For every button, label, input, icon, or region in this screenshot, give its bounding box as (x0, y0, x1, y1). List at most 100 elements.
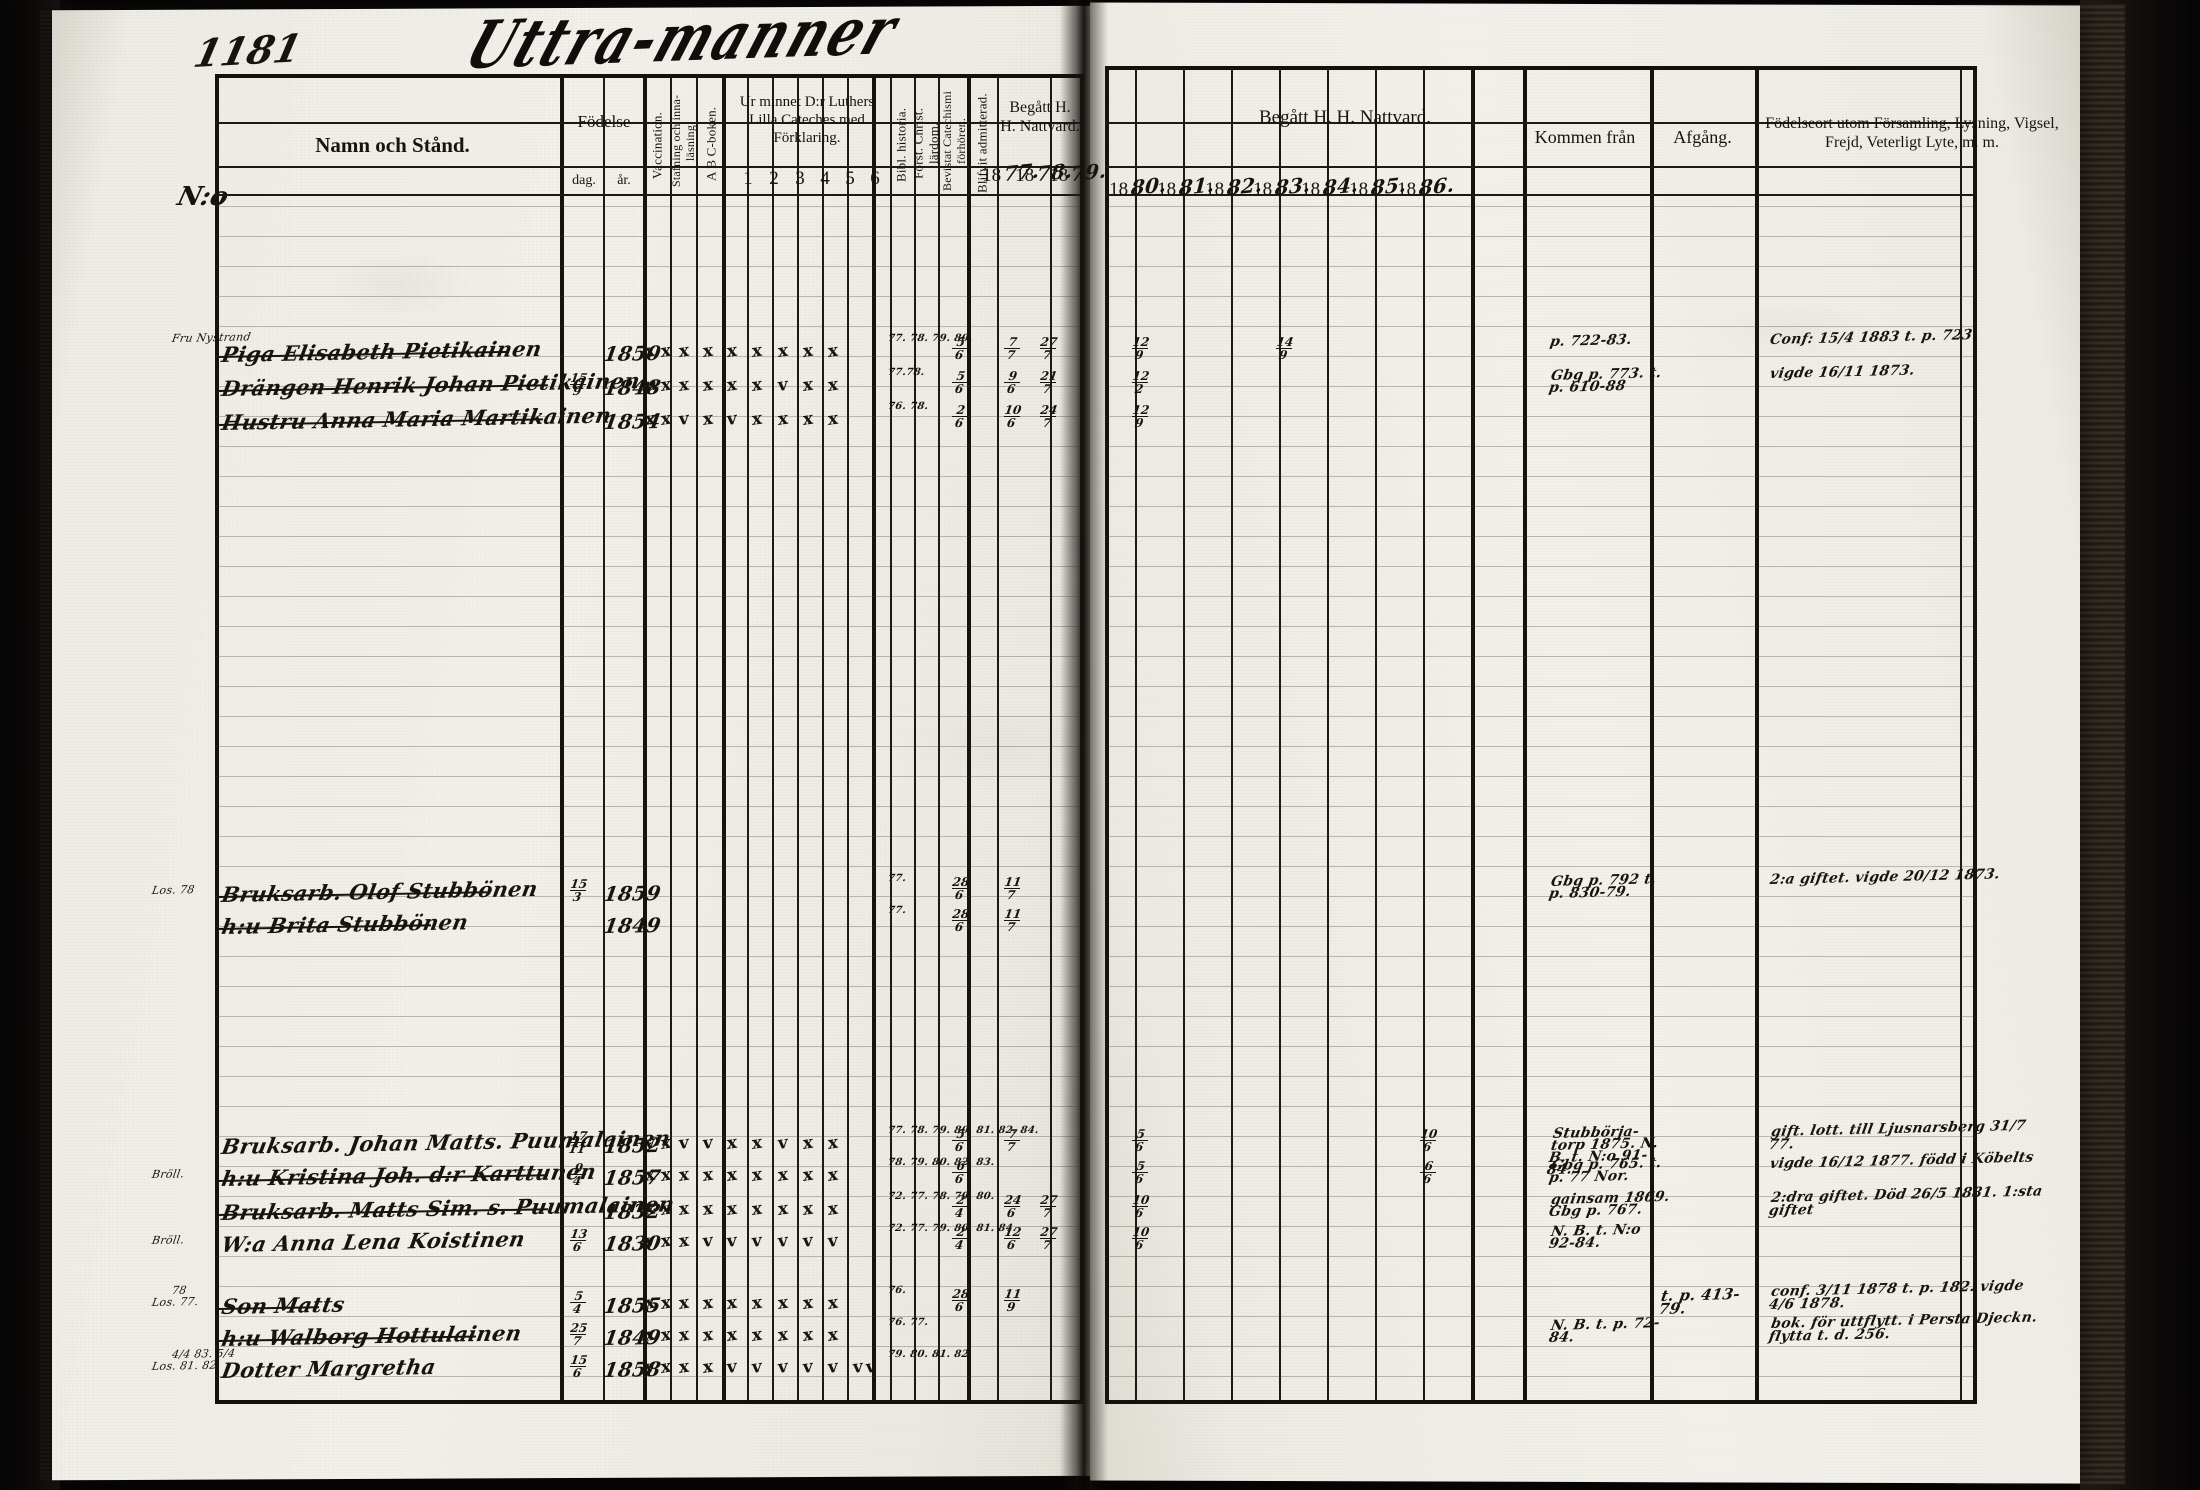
column-rule (914, 74, 916, 1404)
entry-moved-from-row-4: Gbg p. 792 t. p. 830-79. (1547, 871, 1658, 903)
header-year-1880: 18 80. (1109, 172, 1168, 201)
header-year-1886: 18 86. (1397, 172, 1456, 201)
entry-mark-row-1-8: x (827, 340, 839, 363)
entry-bible-history-row-12: 79. 80. 81. 82. (887, 1349, 974, 1360)
row-rule (215, 1226, 1080, 1227)
row-rule (1105, 746, 1975, 747)
entry-mark-row-6-1: x (660, 1132, 672, 1155)
entry-mark-row-1-0: x (644, 340, 656, 363)
entry-mark-row-11-6: x (777, 1324, 789, 1347)
entry-birth-day-row-4: 15 3 (569, 877, 589, 904)
column-rule (1231, 66, 1233, 1404)
header-catechism-part-1: 1 (743, 168, 753, 189)
row-rule (1105, 896, 1975, 897)
row-rule (215, 566, 1080, 567)
row-rule (1105, 122, 1975, 124)
entry-mark-row-10-6: x (777, 1292, 789, 1315)
row-rule (1105, 1106, 1975, 1107)
header-catechism-title: Ur minnet D:r Luthers Lilla Cateches med… (739, 94, 875, 146)
entry-mark-row-3-8: x (827, 408, 839, 431)
entry-moved-from-row-9: N. B. t. N:o 92-84. (1547, 1221, 1643, 1253)
entry-mark-row-6-4: x (726, 1132, 738, 1155)
row-rule (215, 776, 1080, 777)
entry-mark-row-10-2: x (678, 1292, 690, 1315)
row-rule (1105, 776, 1975, 777)
entry-mark-row-12-3: x (702, 1356, 714, 1379)
entry-mark-row-3-2: v (678, 408, 690, 431)
entry-mark-row-3-6: x (777, 408, 789, 431)
row-rule (1105, 1196, 1975, 1197)
row-rule (215, 1016, 1080, 1017)
entry-birth-year-row-5: 1849 (602, 912, 663, 939)
entry-mark-row-9-7: v (802, 1230, 814, 1253)
row-rule (215, 866, 1080, 867)
entry-mark-row-2-7: x (802, 374, 814, 397)
row-rule (215, 1256, 1080, 1257)
entry-mark-row-8-1: x (660, 1198, 672, 1221)
row-rule (215, 194, 1080, 196)
column-rule (1080, 74, 1084, 1404)
row-rule (1105, 166, 1975, 168)
row-rule (215, 1166, 1080, 1167)
entry-mark-row-9-0: v (644, 1230, 656, 1253)
entry-mark-row-11-4: x (726, 1324, 738, 1347)
header-year-1881: 18 81. (1157, 172, 1216, 201)
row-rule (215, 74, 1080, 78)
column-rule (1375, 66, 1377, 1404)
entry-mark-row-8-5: x (751, 1198, 763, 1221)
entry-communion-1879-row-8: 27 7 (1039, 1193, 1059, 1220)
entry-mark-row-2-2: x (678, 374, 690, 397)
entry-mark-row-8-3: x (702, 1198, 714, 1221)
row-rule (215, 1046, 1080, 1047)
entry-mark-row-11-7: x (802, 1324, 814, 1347)
header-birth-day: dag. (572, 172, 596, 188)
entry-mark-row-1-1: x (660, 340, 672, 363)
row-rule (1105, 356, 1975, 357)
entry-mark-row-9-4: v (726, 1230, 738, 1253)
row-rule (215, 326, 1080, 327)
row-rule (1105, 194, 1975, 196)
entry-mark-row-6-5: x (751, 1132, 763, 1155)
entry-name-row-10: Son Matts (219, 1291, 347, 1320)
entry-communion-1878-row-10: 11 9 (1003, 1287, 1023, 1314)
entry-mark-row-7-0: x (644, 1164, 656, 1187)
row-rule (1105, 476, 1975, 477)
entry-mark-row-2-4: x (726, 374, 738, 397)
entry-moved-from-row-11: N. B. t. p. 72-84. (1547, 1315, 1662, 1347)
entry-communion-1880-row-8: 10 6 (1131, 1193, 1151, 1220)
column-rule (772, 74, 774, 1404)
entry-attended-row-4: 28 6 (951, 875, 971, 902)
entry-mark-row-2-1: x (660, 374, 672, 397)
column-rule (1423, 66, 1425, 1404)
entry-mark-row-12-7: v (802, 1356, 814, 1379)
row-rule (215, 1196, 1080, 1197)
entry-mark-row-7-7: x (802, 1164, 814, 1187)
column-rule (747, 74, 749, 1404)
entry-bible-history-row-8: 72. 77. 78. 79. 80. (887, 1191, 996, 1202)
entry-mark-row-10-8: x (827, 1292, 839, 1315)
header-remarks: Födelseort utom Församling, Lysning, Vig… (1765, 115, 2059, 151)
header-year-1885: 18 85. (1349, 172, 1408, 201)
row-rule (1105, 1346, 1975, 1347)
row-rule (215, 1076, 1080, 1077)
row-rule (1105, 1256, 1975, 1257)
entry-mark-row-3-7: x (802, 408, 814, 431)
entry-mark-row-10-7: x (802, 1292, 814, 1315)
column-rule (1650, 66, 1654, 1404)
row-rule (215, 716, 1080, 717)
entry-mark-row-8-7: x (802, 1198, 814, 1221)
row-rule (215, 1286, 1080, 1287)
column-rule (822, 74, 824, 1404)
column-rule (797, 74, 799, 1404)
row-rule (1105, 66, 1975, 70)
row-rule (1105, 506, 1975, 507)
row-rule (1105, 956, 1975, 957)
row-rule (1105, 1076, 1975, 1077)
